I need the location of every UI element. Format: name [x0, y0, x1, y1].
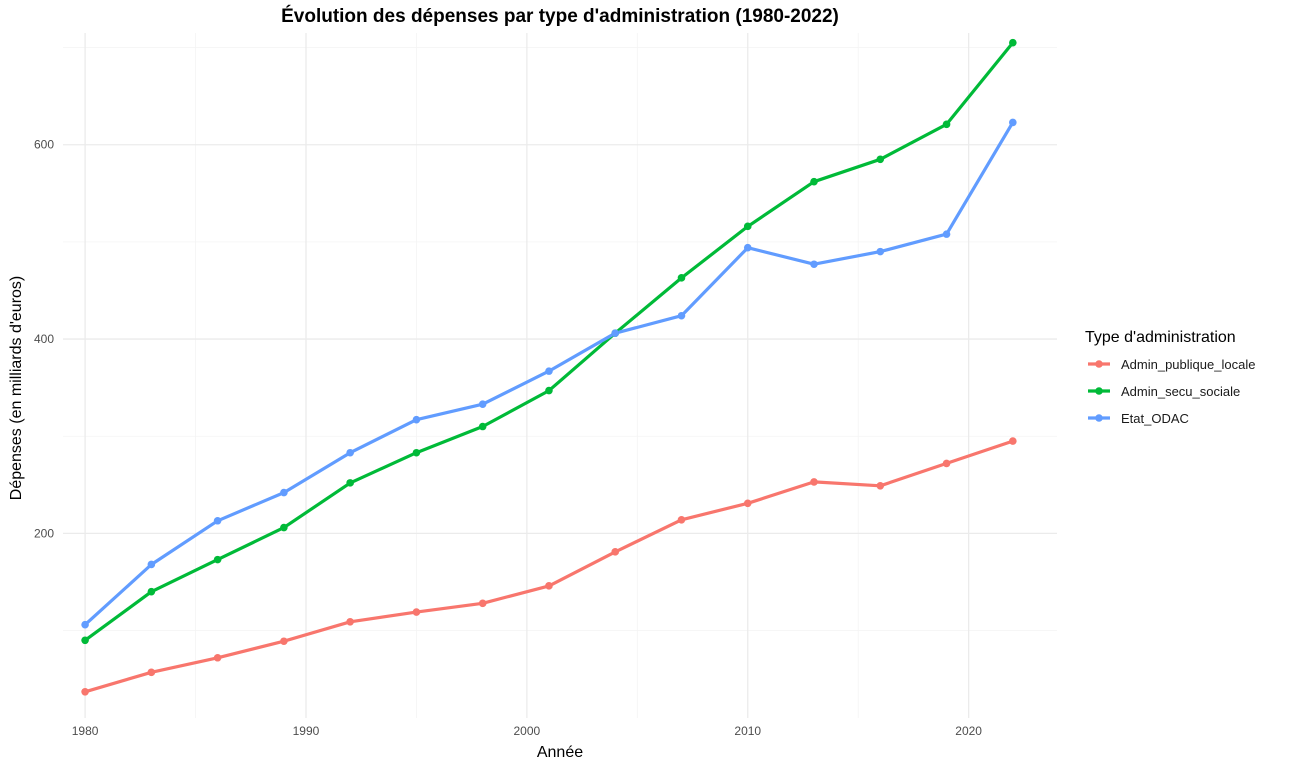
data-point-Admin_publique_locale — [545, 582, 553, 590]
data-point-Admin_secu_sociale — [147, 587, 156, 596]
data-point-Etat_ODAC — [611, 329, 620, 338]
data-point-Admin_publique_locale — [412, 608, 421, 616]
data-point-Admin_publique_locale — [147, 668, 156, 677]
x-axis-ticks: 1980 1990 2000 2010 2020 — [72, 724, 983, 738]
legend: Type d'administration Admin_publique_loc… — [1085, 329, 1255, 426]
data-point-Etat_ODAC — [81, 620, 89, 629]
data-point-Admin_secu_sociale — [677, 274, 686, 282]
data-point-Admin_secu_sociale — [743, 222, 752, 231]
legend-items: Admin_publique_locale Admin_secu_sociale E… — [1088, 357, 1255, 426]
data-point-Etat_ODAC — [545, 367, 553, 375]
data-point-Admin_publique_locale — [81, 687, 89, 696]
x-tick-label: 2000 — [514, 724, 541, 738]
data-point-Admin_secu_sociale — [1009, 38, 1017, 47]
y-tick-label: 600 — [34, 138, 54, 152]
series-points — [81, 38, 1017, 696]
data-point-Etat_ODAC — [876, 247, 885, 256]
data-point-Admin_publique_locale — [611, 548, 620, 556]
data-point-Admin_publique_locale — [478, 599, 487, 608]
data-point-Admin_publique_locale — [743, 499, 752, 508]
legend-key-point — [1095, 414, 1103, 422]
data-point-Etat_ODAC — [743, 243, 752, 252]
data-point-Admin_publique_locale — [876, 481, 885, 490]
data-point-Admin_publique_locale — [346, 618, 354, 626]
data-point-Admin_publique_locale — [942, 459, 951, 468]
series-line-Admin_publique_locale — [83, 439, 1015, 694]
legend-label: Admin_publique_locale — [1121, 357, 1255, 372]
data-point-Etat_ODAC — [810, 260, 818, 269]
data-point-Admin_secu_sociale — [942, 120, 951, 129]
data-point-Admin_secu_sociale — [280, 523, 288, 532]
x-tick-label: 1980 — [72, 724, 99, 738]
x-tick-label: 2010 — [734, 724, 761, 738]
data-point-Etat_ODAC — [1009, 118, 1017, 127]
data-point-Admin_secu_sociale — [545, 386, 553, 395]
x-tick-label: 1990 — [293, 724, 320, 738]
data-point-Etat_ODAC — [346, 448, 354, 457]
data-point-Admin_secu_sociale — [213, 555, 222, 564]
data-point-Etat_ODAC — [677, 311, 686, 320]
y-axis-ticks: 200 400 600 — [34, 138, 54, 541]
y-tick-label: 400 — [34, 332, 54, 346]
data-point-Admin_publique_locale — [810, 478, 818, 486]
data-point-Etat_ODAC — [412, 415, 421, 424]
data-point-Admin_secu_sociale — [810, 177, 818, 186]
series-lines — [83, 41, 1015, 694]
series-line-Admin_secu_sociale — [83, 41, 1015, 642]
data-point-Etat_ODAC — [942, 230, 951, 238]
data-point-Admin_secu_sociale — [478, 422, 487, 431]
data-point-Admin_publique_locale — [677, 515, 686, 524]
y-tick-label: 200 — [34, 526, 54, 540]
data-point-Admin_publique_locale — [213, 653, 222, 662]
chart-title: Évolution des dépenses par type d'admini… — [281, 5, 839, 27]
x-axis-title: Année — [537, 744, 583, 761]
data-point-Etat_ODAC — [147, 560, 156, 569]
data-point-Admin_secu_sociale — [81, 636, 89, 645]
grid — [63, 33, 1057, 718]
data-point-Etat_ODAC — [478, 400, 487, 408]
legend-label: Admin_secu_sociale — [1121, 384, 1240, 399]
legend-key-point — [1095, 360, 1103, 368]
legend-label: Etat_ODAC — [1121, 411, 1189, 426]
data-point-Admin_secu_sociale — [346, 479, 354, 487]
data-point-Admin_publique_locale — [1009, 437, 1017, 445]
data-point-Admin_secu_sociale — [876, 155, 885, 164]
data-point-Etat_ODAC — [213, 516, 222, 525]
y-axis-title: Dépenses (en milliards d'euros) — [8, 276, 25, 500]
data-point-Etat_ODAC — [280, 488, 288, 497]
legend-key-point — [1095, 387, 1103, 395]
legend-title: Type d'administration — [1085, 329, 1236, 346]
data-point-Admin_secu_sociale — [412, 448, 421, 457]
data-point-Admin_publique_locale — [280, 637, 288, 646]
x-tick-label: 2020 — [955, 724, 982, 738]
